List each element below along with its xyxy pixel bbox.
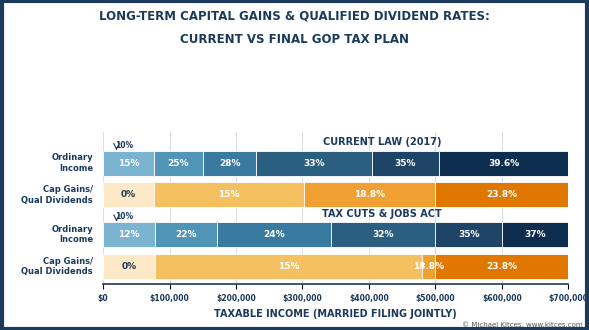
Text: 23.8%: 23.8%	[487, 190, 518, 199]
Bar	[439, 150, 568, 176]
Text: 12%: 12%	[118, 230, 140, 239]
Text: 28%: 28%	[219, 159, 240, 168]
Text: 10%: 10%	[115, 212, 134, 221]
Bar	[435, 222, 502, 247]
Text: 39.6%: 39.6%	[488, 159, 519, 168]
Text: 10%: 10%	[115, 141, 134, 149]
Text: 35%: 35%	[395, 159, 416, 168]
Text: 0%: 0%	[121, 190, 136, 199]
X-axis label: TAXABLE INCOME (MARRIED FILING JOINTLY): TAXABLE INCOME (MARRIED FILING JOINTLY)	[214, 310, 457, 319]
Bar	[305, 182, 435, 207]
Bar	[103, 222, 154, 247]
Bar	[103, 150, 154, 176]
Text: 24%: 24%	[263, 230, 284, 239]
Text: 37%: 37%	[524, 230, 546, 239]
Text: 18.8%: 18.8%	[413, 262, 444, 271]
Bar	[103, 254, 154, 279]
Bar	[435, 182, 568, 207]
Text: 35%: 35%	[458, 230, 479, 239]
Text: Cap Gains/
Qual Dividends: Cap Gains/ Qual Dividends	[21, 256, 93, 276]
Bar	[435, 254, 568, 279]
Bar	[154, 182, 305, 207]
Text: Ordinary
Income: Ordinary Income	[51, 153, 93, 173]
Text: 33%: 33%	[303, 159, 325, 168]
Bar	[372, 150, 439, 176]
Bar	[203, 150, 256, 176]
Bar	[103, 182, 154, 207]
Text: 15%: 15%	[277, 262, 299, 271]
Bar	[154, 222, 217, 247]
Bar	[502, 222, 568, 247]
Text: 32%: 32%	[372, 230, 394, 239]
Text: 25%: 25%	[168, 159, 189, 168]
Text: 18.8%: 18.8%	[355, 190, 385, 199]
Bar	[422, 254, 435, 279]
Text: LONG-TERM CAPITAL GAINS & QUALIFIED DIVIDEND RATES:: LONG-TERM CAPITAL GAINS & QUALIFIED DIVI…	[99, 10, 490, 23]
Text: TAX CUTS & JOBS ACT: TAX CUTS & JOBS ACT	[322, 209, 442, 218]
Text: Cap Gains/
Qual Dividends: Cap Gains/ Qual Dividends	[21, 185, 93, 205]
Bar	[154, 254, 422, 279]
Text: © Michael Kitces, www.kitces.com: © Michael Kitces, www.kitces.com	[462, 322, 583, 328]
Bar	[217, 222, 331, 247]
Text: Ordinary
Income: Ordinary Income	[51, 225, 93, 244]
Text: CURRENT LAW (2017): CURRENT LAW (2017)	[323, 137, 442, 147]
Bar	[331, 222, 435, 247]
Bar	[154, 150, 203, 176]
Text: 15%: 15%	[218, 190, 240, 199]
Text: 23.8%: 23.8%	[487, 262, 518, 271]
Text: CURRENT VS FINAL GOP TAX PLAN: CURRENT VS FINAL GOP TAX PLAN	[180, 33, 409, 46]
Bar	[256, 150, 372, 176]
Text: 0%: 0%	[121, 262, 137, 271]
Text: 15%: 15%	[118, 159, 139, 168]
Text: 22%: 22%	[175, 230, 196, 239]
